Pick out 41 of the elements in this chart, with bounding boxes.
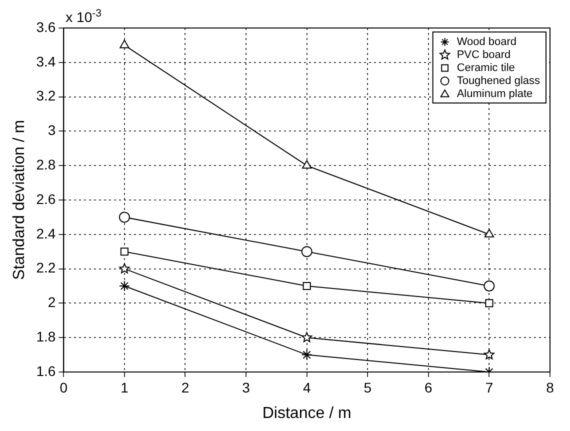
legend-label: PVC board [456,49,511,62]
y-tick-label: 3.2 [36,88,56,104]
legend-label: Wood board [456,36,517,48]
point [120,40,130,48]
y-tick-label: 2 [48,294,56,310]
x-tick-label: 5 [364,379,372,396]
y-tick-label: 2.4 [36,225,56,242]
x-tick-label: 8 [546,379,554,396]
y-tick-label: 3.4 [36,53,56,70]
x-tick-label: 3 [242,379,250,396]
point [120,248,128,256]
y-tick-label: 1.6 [36,362,56,379]
legend-label: Toughened glass [456,75,540,88]
x-axis-title: Distance / m [262,404,352,422]
y-tick-label: 3.6 [36,18,56,35]
point [119,263,130,274]
legend-label: Ceramic tile [456,62,515,74]
point [118,212,130,223]
point [302,282,311,290]
point [118,280,130,292]
point [302,332,312,342]
y-tick-label: 2.8 [36,156,56,172]
point [301,246,312,258]
x-tick-label: 0 [60,379,68,396]
legend-label: Aluminum plate [456,88,533,100]
x-tick-label: 4 [302,379,311,396]
x-tick-label: 7 [485,379,494,396]
x-tick-label: 6 [424,379,433,396]
x-tick-label: 2 [181,379,190,396]
y-axis-title: Standard deviation / m [11,120,28,280]
point [484,228,494,238]
point [485,299,494,308]
y-tick-label: 2.6 [36,190,56,207]
point [484,349,494,360]
point [302,160,312,169]
point [484,280,495,292]
y-tick-label: 2.2 [36,260,56,276]
y-tick-label: 1.8 [36,328,56,344]
y-tick-label: 3 [48,122,56,138]
point [301,349,312,360]
x-tick-label: 1 [120,379,129,396]
